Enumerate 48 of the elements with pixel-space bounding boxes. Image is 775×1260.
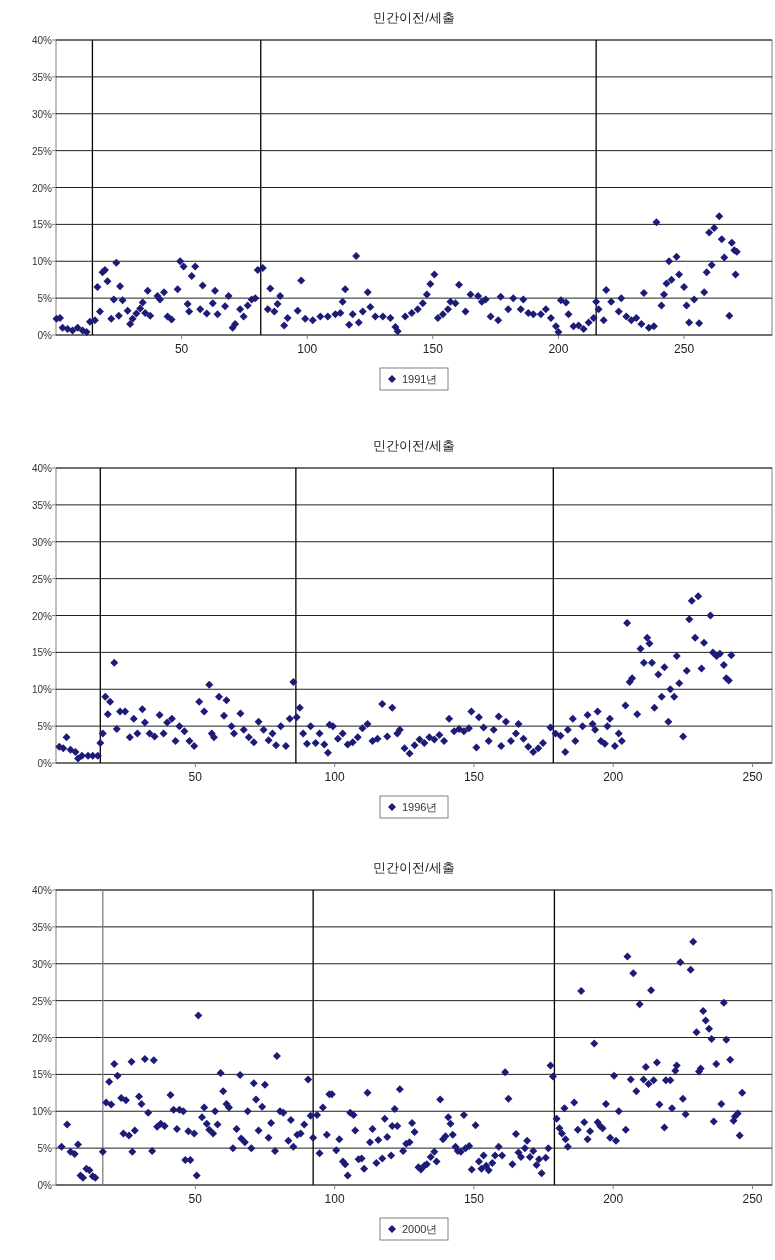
- y-tick-label: 35%: [31, 921, 53, 933]
- x-tick-label: 150: [422, 342, 444, 356]
- legend-label: 1996년: [402, 801, 438, 813]
- chart-title: 민간이전/세출: [373, 438, 455, 453]
- chart-title: 민간이전/세출: [373, 860, 455, 875]
- chart-title: 민간이전/세출: [373, 10, 455, 25]
- y-tick-label: 40%: [31, 885, 53, 896]
- y-tick-label: 25%: [31, 573, 53, 585]
- x-tick-label: 250: [674, 342, 695, 356]
- x-tick-label: 50: [188, 770, 203, 784]
- y-tick-label: 10%: [31, 684, 53, 696]
- x-tick-label: 250: [742, 770, 763, 784]
- y-tick-label: 20%: [31, 610, 53, 622]
- y-tick-label: 25%: [31, 145, 53, 157]
- x-tick-label: 200: [548, 342, 569, 356]
- x-tick-label: 250: [742, 1192, 763, 1206]
- y-tick-label: 30%: [31, 536, 53, 548]
- y-tick-label: 0%: [37, 1180, 53, 1191]
- x-tick-label: 50: [188, 1192, 203, 1206]
- y-tick-label: 0%: [37, 758, 53, 769]
- x-tick-label: 100: [324, 770, 345, 784]
- y-tick-label: 40%: [31, 35, 53, 46]
- y-tick-label: 15%: [31, 219, 53, 231]
- x-tick-label: 100: [297, 342, 318, 356]
- legend-label: 1991년: [402, 373, 438, 385]
- y-tick-label: 5%: [37, 721, 53, 733]
- y-tick-label: 25%: [31, 995, 53, 1007]
- y-tick-label: 35%: [31, 71, 53, 83]
- y-tick-label: 40%: [31, 463, 53, 474]
- y-tick-label: 15%: [31, 1069, 53, 1081]
- y-tick-label: 0%: [37, 330, 53, 341]
- y-tick-label: 5%: [37, 1143, 53, 1155]
- y-tick-label: 35%: [31, 499, 53, 511]
- x-tick-label: 200: [603, 770, 624, 784]
- y-tick-label: 5%: [37, 293, 53, 305]
- x-tick-label: 100: [324, 1192, 345, 1206]
- x-tick-label: 200: [603, 1192, 624, 1206]
- x-tick-label: 50: [174, 342, 189, 356]
- x-tick-label: 150: [463, 1192, 485, 1206]
- x-tick-label: 150: [463, 770, 485, 784]
- y-tick-label: 30%: [31, 958, 53, 970]
- y-tick-label: 10%: [31, 1106, 53, 1118]
- y-tick-label: 10%: [31, 256, 53, 268]
- y-tick-label: 15%: [31, 647, 53, 659]
- y-tick-label: 20%: [31, 1032, 53, 1044]
- y-tick-label: 30%: [31, 108, 53, 120]
- y-tick-label: 20%: [31, 182, 53, 194]
- legend-label: 2000년: [402, 1223, 438, 1235]
